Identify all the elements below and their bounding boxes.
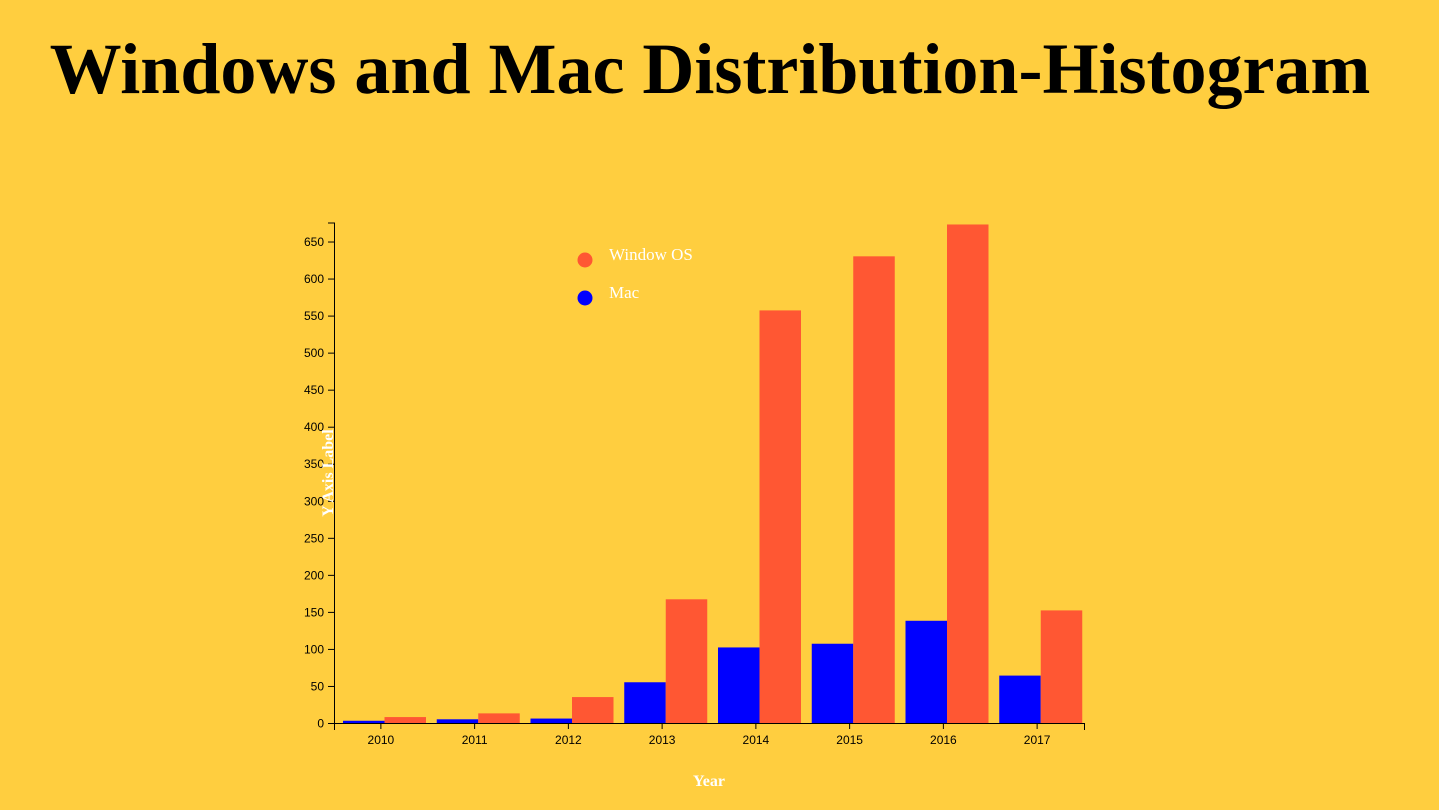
axes-layer: 0 50 100 150 200 250 300 350 400 450 500 550 600 650 2… — [304, 222, 1085, 747]
legend: Window OS Mac — [577, 245, 693, 306]
page-title: Windows and Mac Distribution-Histogram — [49, 29, 1371, 109]
x-tick-label-2010: 2010 — [368, 733, 395, 747]
bar-windows-2017 — [1040, 610, 1083, 723]
bar-mac-2012 — [530, 718, 572, 723]
bar-mac-2013 — [624, 682, 666, 723]
bar-mac-2017 — [999, 675, 1041, 723]
y-axis-title: Y Axis Label — [320, 429, 337, 517]
y-tick-label-300: 300 — [304, 494, 324, 508]
y-tick-label-250: 250 — [304, 531, 324, 545]
y-tick-label-50: 50 — [311, 679, 325, 693]
bar-mac-2015 — [811, 643, 854, 723]
bar-mac-2011 — [436, 719, 479, 723]
bar-mac-2014 — [718, 647, 760, 723]
y-tick-label-450: 450 — [304, 383, 324, 397]
x-axis-line — [334, 723, 1085, 730]
bar-windows-2015 — [853, 256, 895, 723]
x-tick-label-2016: 2016 — [930, 733, 957, 747]
y-tick-label-350: 350 — [304, 457, 324, 471]
x-axis-title: Year — [693, 773, 725, 790]
x-tick-label-2012: 2012 — [555, 733, 582, 747]
y-tick-label-500: 500 — [304, 346, 324, 360]
bar-windows-2011 — [478, 713, 520, 723]
legend-swatch-windows — [577, 252, 593, 268]
y-tick-label-0: 0 — [317, 717, 324, 731]
legend-label-windows: Window OS — [609, 245, 693, 264]
legend-label-mac: Mac — [609, 283, 640, 302]
x-tick-label-2015: 2015 — [836, 733, 863, 747]
y-tick-label-150: 150 — [304, 605, 324, 619]
x-tick-label-2017: 2017 — [1024, 733, 1051, 747]
bar-mac-2010 — [343, 720, 385, 723]
y-tick-label-400: 400 — [304, 420, 324, 434]
x-tick-label-2014: 2014 — [743, 733, 770, 747]
x-tick-label-2013: 2013 — [649, 733, 676, 747]
bar-windows-2013 — [665, 599, 708, 723]
y-tick-label-550: 550 — [304, 309, 324, 323]
y-tick-label-600: 600 — [304, 272, 324, 286]
bar-windows-2014 — [759, 310, 801, 723]
y-tick-label-100: 100 — [304, 642, 324, 656]
x-tick-label-2011: 2011 — [462, 733, 488, 747]
legend-swatch-mac — [577, 290, 593, 306]
bar-windows-2016 — [947, 224, 989, 724]
y-tick-label-650: 650 — [304, 235, 324, 249]
bar-windows-2012 — [572, 697, 614, 723]
bars-layer — [343, 224, 1083, 724]
bar-mac-2016 — [905, 620, 947, 723]
bar-windows-2010 — [384, 717, 426, 723]
y-tick-label-200: 200 — [304, 568, 324, 582]
